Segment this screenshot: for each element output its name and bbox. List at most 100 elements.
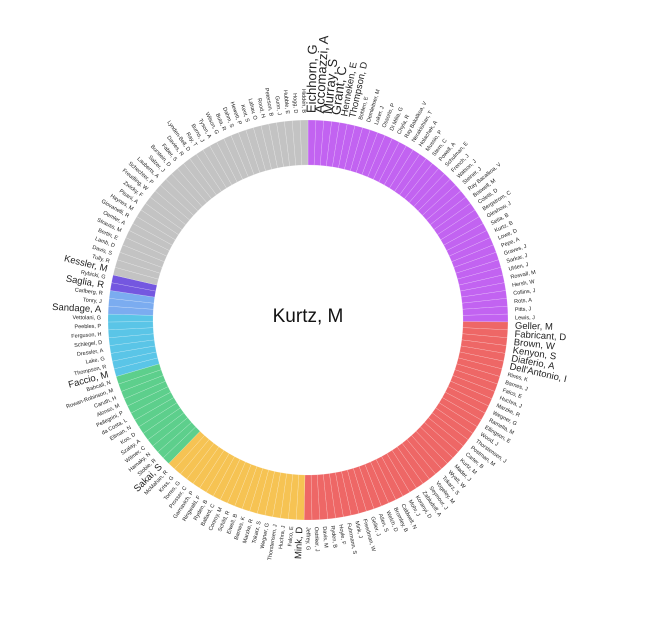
segment-7-25[interactable] [238,129,261,176]
segment-7-4[interactable] [122,237,168,263]
segment-1-5[interactable] [457,351,505,370]
segment-7-2[interactable] [116,251,163,274]
segment-0-27[interactable] [443,223,488,251]
segment-0-10[interactable] [367,135,393,180]
segment-2-11[interactable] [212,456,241,501]
segment-0-28[interactable] [446,230,491,257]
segment-1-39[interactable] [303,474,313,521]
segment-7-19[interactable] [195,149,227,192]
segment-0-39[interactable] [462,313,509,323]
segment-7-17[interactable] [183,158,217,200]
segment-0-17[interactable] [404,163,439,203]
segment-2-0[interactable] [295,474,306,521]
segment-0-6[interactable] [344,125,363,172]
segment-0-8[interactable] [355,129,378,176]
segment-0-9[interactable] [361,132,386,178]
segment-0-36[interactable] [461,290,508,304]
segment-7-24[interactable] [230,132,255,178]
segment-7-14[interactable] [165,173,203,212]
segment-1-1[interactable] [462,327,509,339]
segment-1-11[interactable] [444,386,489,414]
segment-3-9[interactable] [123,380,169,407]
segment-1-17[interactable] [424,417,464,453]
segment-4-2[interactable] [110,345,157,362]
segment-7-32[interactable] [291,119,303,166]
segment-1-20[interactable] [411,430,448,470]
segment-7-16[interactable] [177,163,212,203]
segment-7-9[interactable] [140,203,183,236]
segment-7-23[interactable] [223,135,249,180]
segment-0-1[interactable] [313,119,325,166]
segment-7-1[interactable] [114,259,161,280]
segment-0-4[interactable] [332,122,348,169]
segment-1-33[interactable] [341,469,360,516]
segment-0-14[interactable] [389,149,421,192]
segment-1-23[interactable] [396,442,430,484]
segment-0-35[interactable] [459,282,507,298]
segment-7-13[interactable] [160,178,199,216]
segment-2-3[interactable] [272,472,287,519]
segment-1-31[interactable] [352,466,375,512]
segment-5-2[interactable] [108,290,155,304]
segment-2-9[interactable] [227,461,252,507]
segment-3-5[interactable] [138,402,181,434]
segment-7-0[interactable] [112,266,159,286]
segment-0-12[interactable] [378,141,407,186]
segment-7-31[interactable] [284,120,297,167]
segment-2-14[interactable] [192,446,225,489]
segment-6-0[interactable] [109,282,157,298]
segment-7-20[interactable] [202,145,233,189]
segment-1-29[interactable] [364,461,389,507]
segment-7-3[interactable] [119,244,165,268]
segment-7-21[interactable] [209,141,238,186]
segment-2-18[interactable] [168,430,205,470]
segment-7-7[interactable] [132,216,176,246]
segment-7-30[interactable] [276,121,290,168]
segment-0-30[interactable] [451,244,497,268]
segment-6-1[interactable] [111,274,158,292]
segment-0-21[interactable] [422,184,462,221]
segment-1-0[interactable] [462,321,509,331]
segment-2-8[interactable] [234,463,258,510]
segment-4-1[interactable] [111,351,159,370]
segment-1-2[interactable] [461,333,508,346]
segment-1-6[interactable] [456,357,503,377]
segment-2-4[interactable] [264,471,281,518]
segment-7-33[interactable] [299,119,309,166]
segment-0-22[interactable] [426,190,467,226]
segment-2-16[interactable] [180,439,215,480]
segment-1-10[interactable] [447,380,493,407]
segment-1-14[interactable] [435,402,478,434]
segment-0-2[interactable] [319,120,332,167]
segment-1-15[interactable] [431,407,474,441]
segment-7-15[interactable] [171,168,208,208]
segment-5-0[interactable] [107,305,154,316]
segment-0-13[interactable] [383,145,414,189]
segment-2-1[interactable] [288,473,300,520]
segment-1-27[interactable] [375,456,404,501]
segment-0-24[interactable] [433,203,476,236]
segment-1-35[interactable] [329,472,344,519]
segment-1-22[interactable] [401,439,436,480]
segment-0-5[interactable] [338,123,356,170]
segment-7-8[interactable] [136,209,179,241]
segment-7-12[interactable] [154,184,194,221]
segment-4-3[interactable] [109,339,156,354]
segment-1-18[interactable] [419,421,459,459]
segment-2-10[interactable] [219,458,246,504]
segment-1-8[interactable] [452,369,498,392]
segment-1-32[interactable] [347,467,367,514]
segment-4-7[interactable] [107,313,154,323]
segment-3-4[interactable] [142,407,185,441]
segment-0-18[interactable] [408,168,445,208]
segment-7-28[interactable] [260,123,278,170]
segment-1-36[interactable] [323,473,336,520]
segment-0-23[interactable] [429,196,471,230]
segment-0-26[interactable] [440,216,484,246]
segment-0-20[interactable] [417,178,456,216]
segment-3-2[interactable] [152,417,192,453]
segment-2-15[interactable] [186,442,220,484]
segment-0-34[interactable] [458,274,505,292]
segment-4-6[interactable] [107,321,154,331]
segment-2-13[interactable] [199,449,230,493]
